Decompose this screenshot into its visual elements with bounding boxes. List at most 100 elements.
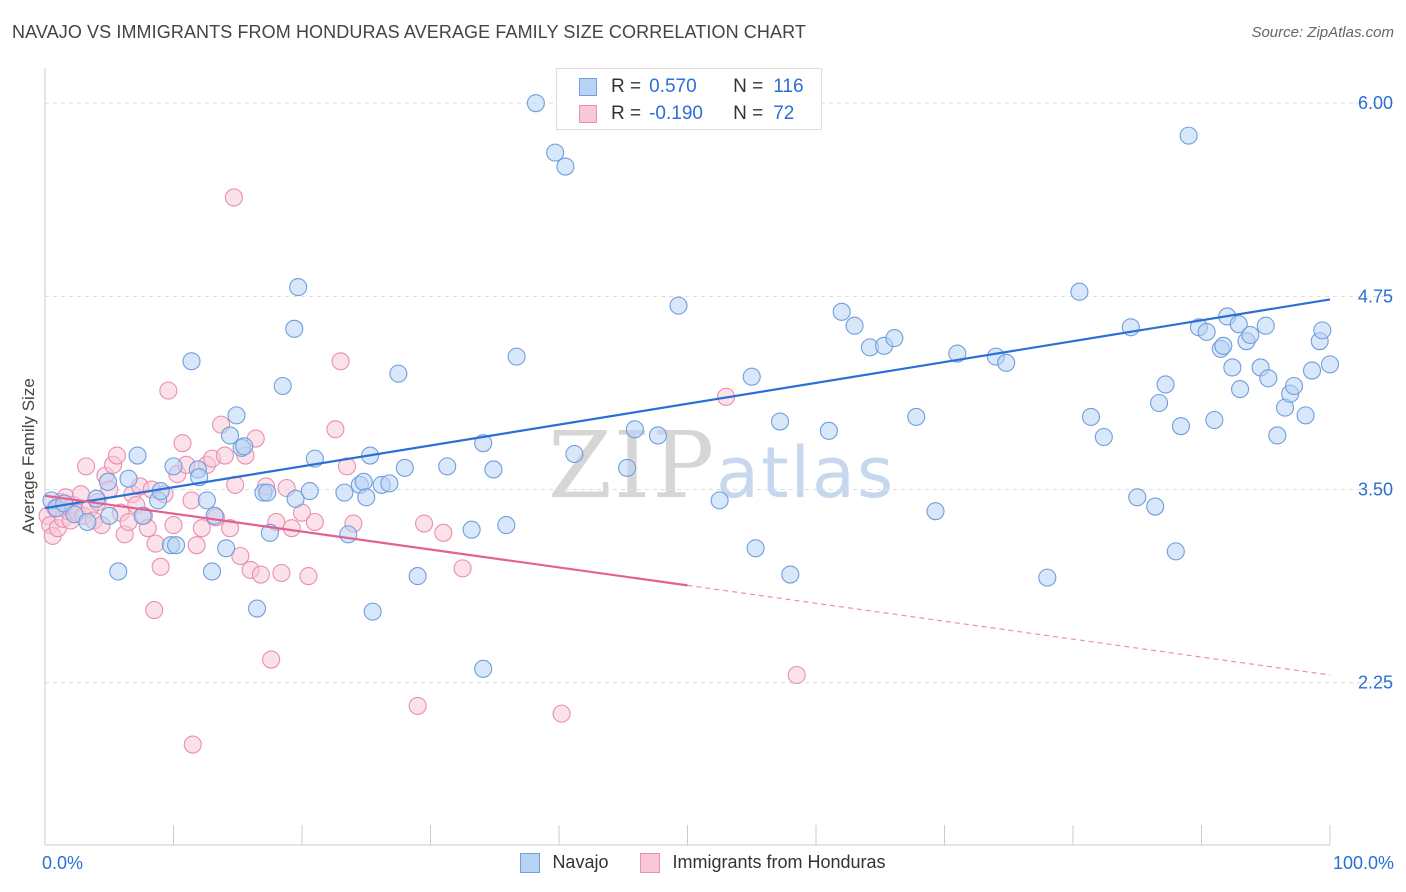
navajo-point [286,489,305,508]
navajo-point [217,539,236,558]
honduras-point [337,457,357,476]
honduras-point [146,534,165,553]
y-tick-label: 6.00 [1358,93,1393,113]
navajo-point [1229,315,1248,334]
navajo-point [1256,316,1275,335]
honduras-point [453,559,472,578]
legend-r-label: R = [611,103,642,124]
legend-row-honduras: R = -0.190 N = 72 [579,102,794,126]
legend-n-label: N = [733,103,764,124]
x-tick-label: 0.0% [42,853,83,873]
navajo-point [710,491,729,510]
y-axis-label: Average Family Size [19,378,38,534]
honduras-point [251,565,270,584]
navajo-point [484,460,503,479]
navajo-point [354,472,373,491]
navajo-point [98,472,118,491]
navajo-point [845,316,864,335]
navajo-point [926,502,945,521]
honduras-point [145,601,164,620]
navajo-point [339,525,358,544]
honduras-point [159,381,178,400]
honduras-point [164,516,183,535]
navajo-point [1205,410,1224,430]
navajo-point [526,94,545,113]
navajo-point [742,367,761,386]
navajo-point [474,434,493,453]
navajo-point [285,319,304,338]
honduras-point [107,446,127,465]
navajo-point [1150,393,1169,413]
honduras-point [77,457,96,476]
source-label: Source: ZipAtlas.com [1251,24,1394,41]
navajo-point [1284,376,1304,396]
navajo-point [1146,497,1165,516]
navajo-point [300,482,319,501]
legend-honduras-r: -0.190 [649,103,703,124]
navajo-point [1214,336,1233,355]
legend-swatch-honduras [579,105,597,123]
legend-series: Navajo Immigrants from Honduras [0,852,1406,873]
honduras-trend-line [44,494,688,587]
honduras-point [434,523,453,542]
series-navajo-points [42,94,1340,678]
honduras-trend-extension [687,584,1331,676]
navajo-point [380,474,399,493]
navajo-point [556,157,575,176]
navajo-point [408,567,427,586]
y-tick-label: 3.50 [1358,480,1393,500]
navajo-trend-line [44,298,1331,510]
navajo-point [235,437,254,456]
legend-navajo-n: 116 [773,76,804,97]
series-honduras-points [38,188,806,754]
legend-n-label: N = [733,76,764,97]
chart-title: NAVAJO VS IMMIGRANTS FROM HONDURAS AVERA… [12,22,806,42]
navajo-point [1070,282,1089,301]
navajo-point [1156,375,1175,394]
navajo-point [258,483,277,502]
honduras-point [299,567,318,586]
navajo-point [997,353,1016,372]
legend-swatch-navajo [579,78,597,96]
navajo-point [357,488,376,507]
legend-item-honduras: Immigrants from Honduras [640,852,886,873]
navajo-point [289,278,308,297]
honduras-point [183,735,202,754]
navajo-point [1171,417,1190,436]
legend-label-honduras: Immigrants from Honduras [672,852,886,872]
legend-swatch-navajo [520,852,541,873]
navajo-point [885,329,904,348]
axes [44,68,1331,846]
honduras-point [182,491,201,510]
navajo-point [770,412,790,431]
navajo-point [746,539,765,558]
navajo-point [220,426,240,445]
honduras-point [787,665,806,685]
navajo-point [1268,426,1287,445]
navajo-point [1320,355,1340,374]
legend-item-navajo: Navajo [520,852,608,873]
y-tick-label: 4.75 [1358,286,1393,306]
legend-label-navajo: Navajo [552,852,609,872]
navajo-point [832,302,851,321]
honduras-point [415,514,434,533]
navajo-point [197,491,216,510]
navajo-point [781,565,800,584]
navajo-point [109,562,128,581]
navajo-point [565,444,584,464]
navajo-point [1223,358,1242,377]
honduras-point [224,188,243,207]
legend-row-navajo: R = 0.570 N = 116 [579,75,804,99]
honduras-point [262,650,281,669]
navajo-point [203,562,222,581]
navajo-point [1259,369,1278,388]
legend-r-label: R = [611,76,642,97]
navajo-point [1241,325,1260,345]
navajo-point [907,407,926,426]
honduras-point [552,704,571,723]
honduras-point [187,536,206,555]
navajo-point [625,420,644,439]
navajo-point [438,457,457,476]
navajo-point [1094,427,1113,447]
honduras-point [192,519,211,538]
